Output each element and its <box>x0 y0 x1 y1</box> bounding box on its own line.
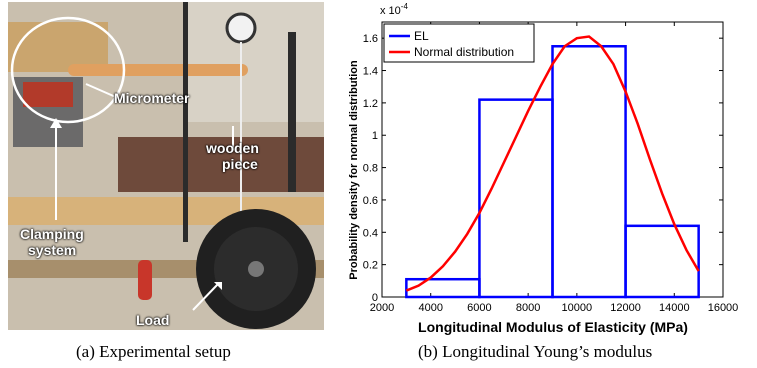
wooden-piece-label-line1: wooden <box>206 140 259 156</box>
panel-a-caption: (a) Experimental setup <box>76 342 231 361</box>
setup-illustration <box>8 2 324 330</box>
histogram-bar-2 <box>478 98 554 299</box>
experimental-setup-photo: Micrometer wooden piece Clamping system … <box>8 2 324 330</box>
clamping-system-label-line1: Clamping <box>20 226 84 242</box>
x-tick-label: 14000 <box>659 302 690 314</box>
histogram-bar-3 <box>551 45 627 299</box>
x-tick-label: 12000 <box>610 302 641 314</box>
y-tick-label: 0.6 <box>363 195 378 207</box>
y-tick-label: 0.4 <box>363 227 378 239</box>
clamping-system-label-line2: system <box>28 242 77 258</box>
y-tick-label: 1 <box>372 130 378 142</box>
x-tick-label: 6000 <box>467 302 491 314</box>
histogram-bar-1 <box>405 277 481 299</box>
y-axis-label: Probability density for normal distribut… <box>348 60 360 280</box>
legend-box <box>383 23 535 63</box>
x-tick-label: 10000 <box>562 302 593 314</box>
wooden-piece-label-line2: piece <box>222 156 258 172</box>
y-tick-label: 0 <box>372 292 378 304</box>
histogram-bar-4 <box>624 224 700 299</box>
legend-entry-2: Normal distribution <box>414 45 514 59</box>
x-tick-label: 4000 <box>418 302 442 314</box>
x-axis-label: Longitudinal Modulus of Elasticity (MPa) <box>418 319 688 335</box>
y-tick-label: 0.8 <box>363 163 378 175</box>
legend-entry-1: EL <box>414 29 429 43</box>
normal-distribution-line <box>405 35 700 292</box>
y-scale-label: x 10-4 <box>380 2 408 17</box>
x-tick-label: 8000 <box>516 302 540 314</box>
x-tick-label: 16000 <box>708 302 739 314</box>
y-tick-label: 1.4 <box>363 66 378 78</box>
y-tick-label: 1.2 <box>363 98 378 110</box>
y-tick-label: 1.6 <box>363 33 378 45</box>
x-tick-label: 2000 <box>370 302 394 314</box>
y-tick-label: 0.2 <box>363 260 378 272</box>
load-label: Load <box>136 312 170 328</box>
micrometer-label: Micrometer <box>114 90 190 106</box>
panel-b-caption: (b) Longitudinal Young’s modulus <box>418 342 653 361</box>
